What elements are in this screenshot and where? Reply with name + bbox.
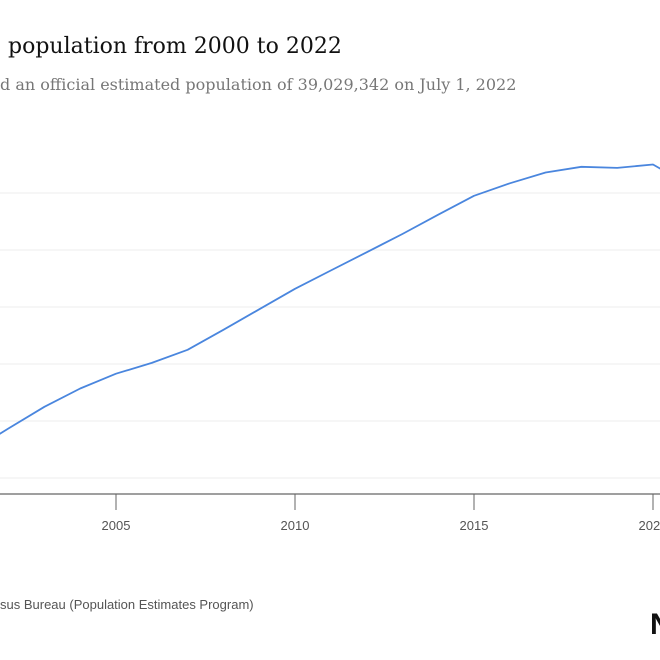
x-axis-ticks: 2005 2010 2015 2020 [102,494,660,533]
x-tick-label: 2020 [639,518,660,533]
x-tick-label: 2015 [460,518,489,533]
gridlines [0,192,660,479]
source-note: sus Bureau (Population Estimates Program… [0,597,254,612]
x-tick-label: 2005 [102,518,131,533]
brand-logo: N [650,608,660,642]
chart-title: population from 2000 to 2022 [8,34,342,59]
x-tick-label: 2010 [281,518,310,533]
series-line [0,163,660,435]
chart-subtitle: d an official estimated population of 39… [0,75,517,94]
